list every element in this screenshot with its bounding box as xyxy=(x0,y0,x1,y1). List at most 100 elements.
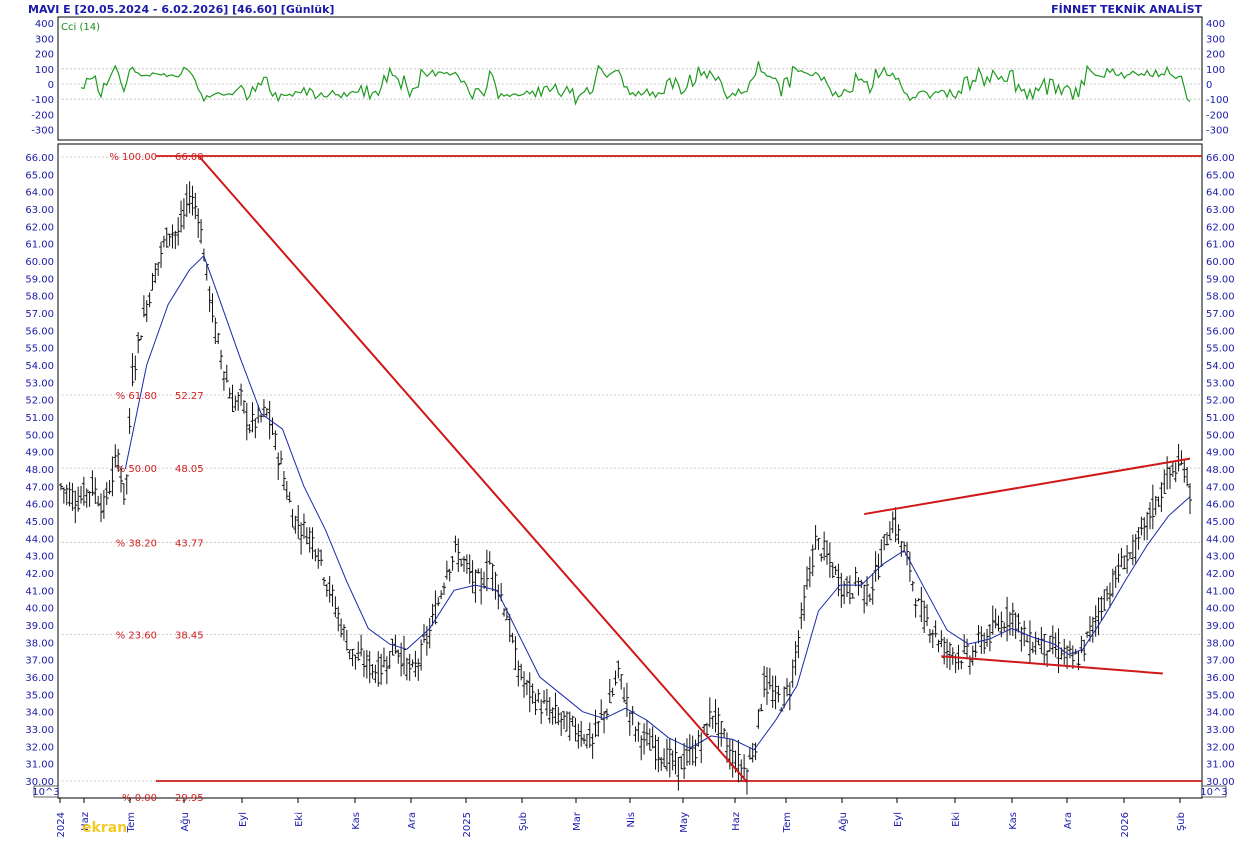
price-tick-left: 65.00 xyxy=(25,170,54,181)
fib-value-label: 43.77 xyxy=(175,538,204,549)
x-axis-label: Haz xyxy=(80,812,91,831)
price-tick-left: 59.00 xyxy=(25,274,54,285)
price-tick-right: 55.00 xyxy=(1206,344,1235,355)
cci-tick-left: 200 xyxy=(35,50,54,61)
cci-tick-right: 400 xyxy=(1206,19,1225,30)
fib-percent-label: % 23.60 xyxy=(116,631,157,642)
price-tick-left: 42.00 xyxy=(25,569,54,580)
x-axis-label: Mar xyxy=(572,811,583,831)
fib-value-label: 52.27 xyxy=(175,391,204,402)
provider-label: FİNNET TEKNİK ANALİST xyxy=(1051,2,1202,16)
moving-average-line xyxy=(124,254,1191,751)
fib-value-label: 66.08 xyxy=(175,152,204,163)
price-tick-left: 62.00 xyxy=(25,222,54,233)
price-tick-left: 34.00 xyxy=(25,708,54,719)
x-axis-label: Kas xyxy=(1008,812,1019,830)
price-tick-left: 38.00 xyxy=(25,638,54,649)
price-tick-left: 36.00 xyxy=(25,673,54,684)
scale-note-right: 10^3 xyxy=(1200,787,1227,798)
watermark: ekran xyxy=(82,820,127,836)
price-tick-right: 61.00 xyxy=(1206,240,1235,251)
x-axis-label: Ağu xyxy=(179,812,191,832)
x-axis-label: Kas xyxy=(351,812,362,830)
x-axis-label: 2024 xyxy=(56,812,67,837)
x-axis-label: Haz xyxy=(731,812,742,831)
cci-tick-left: 100 xyxy=(35,65,54,76)
price-tick-right: 50.00 xyxy=(1206,430,1235,441)
price-tick-right: 65.00 xyxy=(1206,170,1235,181)
x-axis-label: Tem xyxy=(782,812,793,833)
price-tick-left: 39.00 xyxy=(25,621,54,632)
price-tick-left: 55.00 xyxy=(25,344,54,355)
cci-tick-right: 300 xyxy=(1206,34,1225,45)
cci-tick-left: -300 xyxy=(31,126,54,137)
price-tick-left: 63.00 xyxy=(25,205,54,216)
price-tick-left: 44.00 xyxy=(25,534,54,545)
price-tick-left: 61.00 xyxy=(25,240,54,251)
price-tick-left: 41.00 xyxy=(25,586,54,597)
fib-percent-label: % 50.00 xyxy=(116,464,157,475)
price-tick-right: 60.00 xyxy=(1206,257,1235,268)
price-tick-right: 52.00 xyxy=(1206,396,1235,407)
price-tick-right: 59.00 xyxy=(1206,274,1235,285)
price-tick-left: 47.00 xyxy=(25,482,54,493)
cci-tick-right: 200 xyxy=(1206,50,1225,61)
price-tick-right: 58.00 xyxy=(1206,292,1235,303)
cci-panel xyxy=(57,16,1203,141)
cci-tick-left: 300 xyxy=(35,34,54,45)
x-axis-label: Tem xyxy=(126,812,137,833)
x-axis-label: May xyxy=(679,812,690,833)
price-tick-right: 32.00 xyxy=(1206,742,1235,753)
fib-percent-label: % 61.80 xyxy=(116,391,157,402)
price-tick-left: 46.00 xyxy=(25,500,54,511)
x-axis-label: Eyl xyxy=(238,812,249,827)
trendline xyxy=(863,457,1191,516)
price-tick-right: 64.00 xyxy=(1206,188,1235,199)
price-tick-left: 56.00 xyxy=(25,326,54,337)
price-tick-right: 36.00 xyxy=(1206,673,1235,684)
x-axis-label: Ara xyxy=(1063,812,1074,829)
fib-value-label: 38.45 xyxy=(175,631,204,642)
price-tick-right: 62.00 xyxy=(1206,222,1235,233)
cci-tick-right: 100 xyxy=(1206,65,1225,76)
price-tick-right: 45.00 xyxy=(1206,517,1235,528)
price-tick-left: 54.00 xyxy=(25,361,54,372)
price-tick-left: 48.00 xyxy=(25,465,54,476)
fib-percent-label: % 100.00 xyxy=(109,152,157,163)
cci-tick-right: 0 xyxy=(1206,80,1212,91)
fib-percent-label: % 0.00 xyxy=(122,793,157,804)
price-tick-right: 43.00 xyxy=(1206,552,1235,563)
x-axis-label: 2026 xyxy=(1120,812,1131,837)
x-axis-label: Nis xyxy=(626,812,637,827)
x-axis-label: Eki xyxy=(951,812,962,827)
price-tick-right: 40.00 xyxy=(1206,604,1235,615)
x-axis-label: Eki xyxy=(294,812,305,827)
price-tick-left: 30.00 xyxy=(25,777,54,788)
x-axis-label: Eyl xyxy=(893,812,904,827)
price-tick-right: 53.00 xyxy=(1206,378,1235,389)
x-axis-label: 2025 xyxy=(462,812,473,837)
price-tick-right: 48.00 xyxy=(1206,465,1235,476)
price-tick-right: 57.00 xyxy=(1206,309,1235,320)
price-tick-right: 56.00 xyxy=(1206,326,1235,337)
cci-tick-right: -100 xyxy=(1206,95,1229,106)
price-tick-left: 51.00 xyxy=(25,413,54,424)
x-axis-label: Ağu xyxy=(837,812,849,832)
price-tick-right: 66.00 xyxy=(1206,153,1235,164)
x-axis-label: Şub xyxy=(518,812,529,831)
x-axis-label: Şub xyxy=(1176,812,1187,831)
price-tick-left: 45.00 xyxy=(25,517,54,528)
price-tick-left: 49.00 xyxy=(25,448,54,459)
trendline xyxy=(198,156,748,783)
cci-label: Cci (14) xyxy=(61,22,100,33)
price-tick-left: 50.00 xyxy=(25,430,54,441)
price-tick-left: 37.00 xyxy=(25,656,54,667)
cci-tick-left: -100 xyxy=(31,95,54,106)
price-tick-right: 38.00 xyxy=(1206,638,1235,649)
price-tick-left: 40.00 xyxy=(25,604,54,615)
price-tick-left: 60.00 xyxy=(25,257,54,268)
price-tick-left: 64.00 xyxy=(25,188,54,199)
price-tick-right: 41.00 xyxy=(1206,586,1235,597)
cci-tick-left: 0 xyxy=(48,80,54,91)
